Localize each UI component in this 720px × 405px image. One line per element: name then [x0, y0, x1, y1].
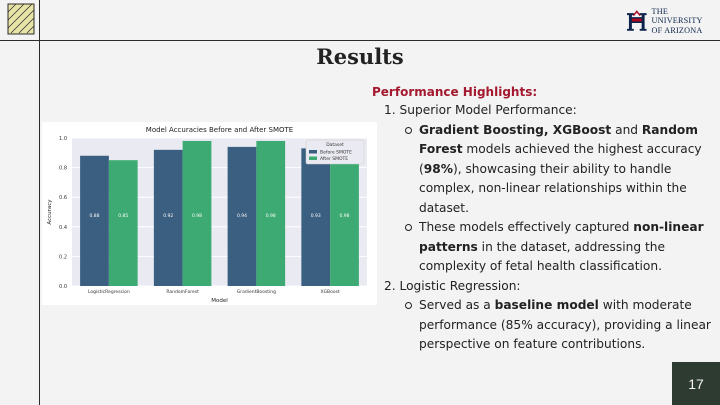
y-tick-label: 1.0 [59, 136, 67, 142]
hollow-bullet-icon [405, 224, 412, 231]
sub-item-1a: Gradient Boosting, XGBoost and Random Fo… [372, 121, 712, 219]
chart-title: Model Accuracies Before and After SMOTE [146, 126, 293, 134]
results-content: Performance Highlights: 1. Superior Mode… [372, 85, 712, 355]
bar [301, 148, 331, 286]
bar [108, 160, 138, 286]
accuracy-bar-chart: 0.0 0.2 0.4 0.6 0.8 1.0 0.88 0.85 LogisticRegres… [47, 126, 367, 304]
logo-line-2: OF ARIZONA [651, 25, 703, 35]
corner-hatch-graphic [7, 3, 35, 35]
text: and [611, 122, 642, 137]
text: with moderate performance (85% accuracy)… [419, 298, 711, 351]
text: in the dataset, addressing the complexit… [419, 239, 665, 274]
text: These models effectively captured [419, 220, 634, 234]
bar [182, 140, 212, 286]
text-bold: baseline model [494, 298, 599, 312]
list-item-1: 1. Superior Model Performance: [372, 101, 712, 121]
bar [256, 140, 286, 286]
bar [80, 155, 109, 286]
legend-swatch [309, 150, 317, 154]
bar-value-label: 0.98 [192, 213, 202, 219]
list-label-1: Superior Model Performance: [399, 103, 577, 117]
y-axis-label: Accuracy [47, 199, 53, 225]
y-tick-label: 0.0 [59, 284, 67, 290]
text: ), showcasing their ability to handle co… [419, 161, 687, 215]
y-tick-label: 0.8 [59, 166, 67, 172]
bar-value-label: 0.93 [311, 213, 321, 219]
x-axis-label: Model [211, 298, 228, 304]
university-logo: THE UNIVERSITY OF ARIZONA [626, 6, 720, 35]
bar-value-label: 0.88 [89, 213, 99, 219]
page-number: 17 [672, 362, 720, 405]
legend-label: Before SMOTE [320, 149, 352, 155]
bar-value-label: 0.98 [339, 213, 349, 219]
legend-swatch [309, 156, 317, 160]
list-number-1: 1. [384, 103, 396, 117]
performance-heading: Performance Highlights: [372, 85, 538, 99]
x-tick-label: LogisticRegression [88, 289, 130, 295]
hollow-bullet-icon [405, 126, 412, 134]
accuracy-chart: 0.0 0.2 0.4 0.6 0.8 1.0 0.88 0.85 LogisticRegres… [42, 122, 377, 305]
y-tick-label: 0.4 [59, 225, 67, 231]
bar-value-label: 0.92 [163, 213, 173, 219]
bar-value-label: 0.94 [237, 213, 247, 219]
text-bold: Random Forest [419, 122, 699, 157]
list-item-2: 2. Logistic Regression: [372, 277, 712, 297]
y-tick-label: 0.6 [59, 195, 67, 201]
legend-label: After SMOTE [320, 156, 348, 162]
legend-box [305, 139, 365, 165]
sub-item-1b: These models effectively captured non-li… [372, 218, 712, 277]
logo-line-1: THE UNIVERSITY [651, 6, 703, 26]
bar [330, 140, 359, 286]
text: models achieved the highest accuracy ( [419, 142, 702, 176]
bar [153, 149, 183, 286]
x-tick-label: GradientBoosting [237, 289, 276, 295]
bar [227, 146, 257, 286]
x-tick-label: RandomForest [166, 289, 199, 295]
arizona-a-logo-icon [626, 10, 647, 31]
text-bold: non-linear patterns [419, 220, 704, 254]
header-divider [0, 40, 720, 41]
bar-value-label: 0.85 [118, 213, 128, 219]
bar-value-label: 0.98 [266, 213, 276, 219]
hollow-bullet-icon [405, 302, 412, 309]
list-label-2: Logistic Regression: [399, 278, 521, 293]
left-divider [39, 0, 40, 405]
x-tick-label: XGBoost [320, 289, 340, 295]
list-number-2: 2. [384, 278, 396, 293]
y-tick-label: 0.2 [59, 254, 67, 260]
slide-title: Results [316, 44, 404, 69]
legend-title: Dataset [326, 142, 344, 148]
text-bold: Gradient Boosting, XGBoost [419, 122, 612, 137]
sub-item-2a: Served as a baseline model with moderate… [372, 296, 712, 355]
text-bold: 98% [423, 161, 453, 176]
text: Served as a [419, 298, 495, 312]
corner-pattern [0, 0, 39, 40]
